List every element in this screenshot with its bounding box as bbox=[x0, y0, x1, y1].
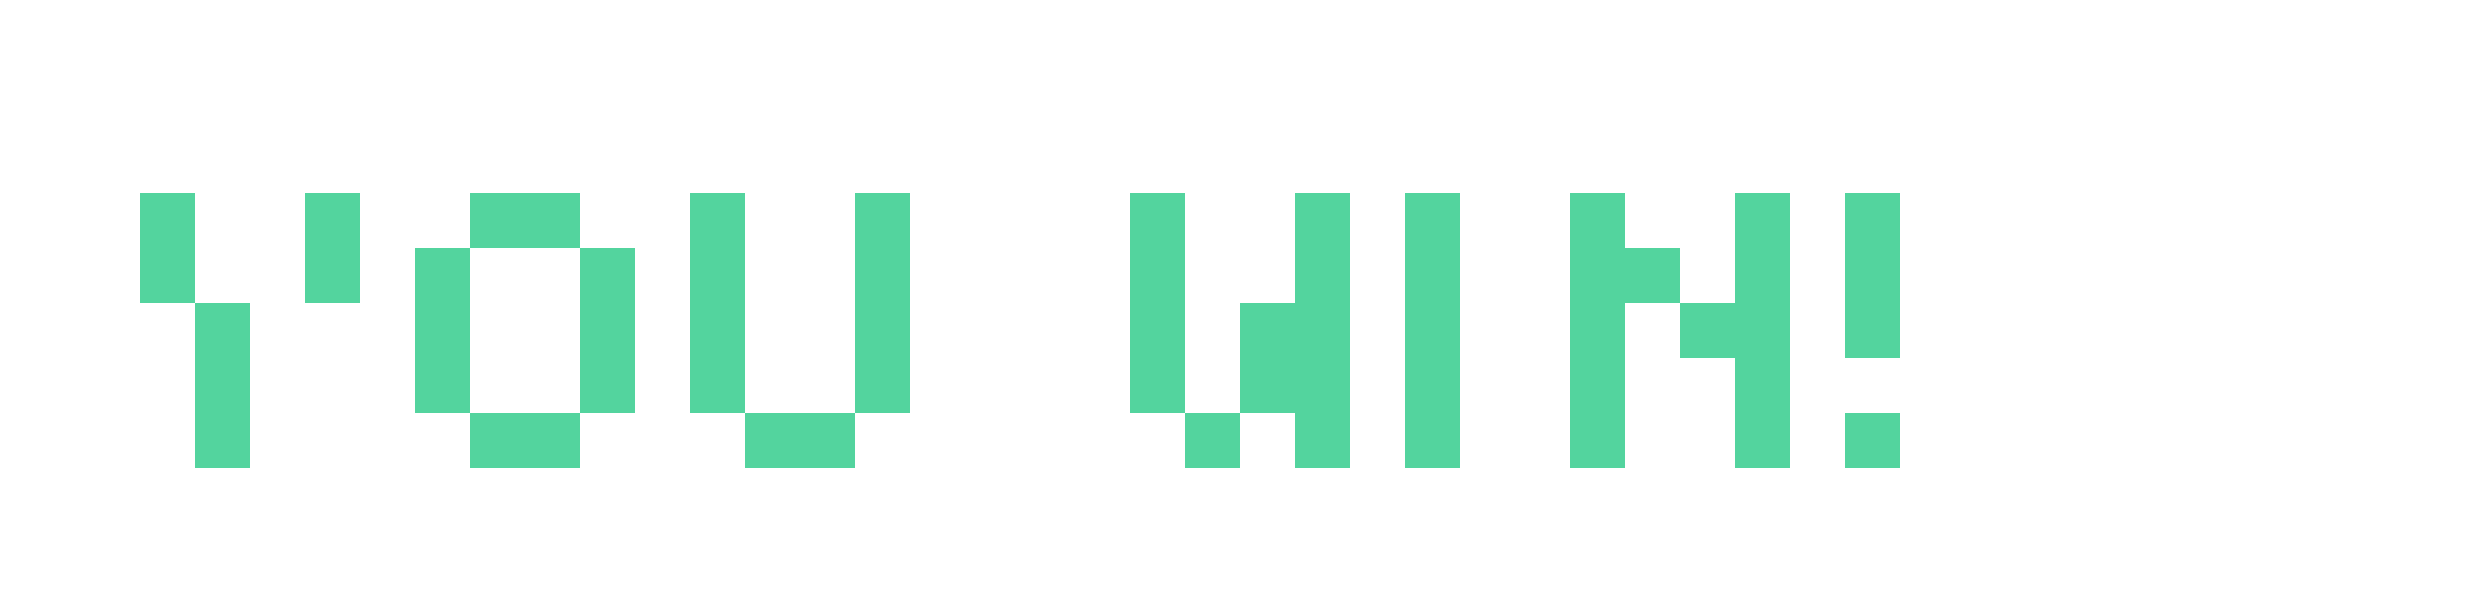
pixel-block bbox=[580, 303, 635, 358]
pixel-block bbox=[855, 248, 910, 303]
pixel-block bbox=[1130, 248, 1185, 303]
pixel-block bbox=[1845, 303, 1900, 358]
pixel-block bbox=[470, 413, 525, 468]
pixel-block bbox=[415, 358, 470, 413]
pixel-block bbox=[1625, 248, 1680, 303]
pixel-block bbox=[1570, 413, 1625, 468]
pixel-block bbox=[1405, 248, 1460, 303]
pixel-block bbox=[1405, 413, 1460, 468]
pixel-block bbox=[415, 248, 470, 303]
pixel-block bbox=[1570, 303, 1625, 358]
pixel-block bbox=[195, 413, 250, 468]
pixel-block bbox=[1845, 193, 1900, 248]
pixel-block bbox=[580, 358, 635, 413]
glyph-i bbox=[1405, 193, 1460, 468]
pixel-block bbox=[1845, 413, 1900, 468]
pixel-block bbox=[195, 303, 250, 358]
pixel-block bbox=[745, 413, 800, 468]
pixel-block bbox=[1185, 413, 1240, 468]
pixel-block bbox=[1735, 193, 1790, 248]
pixel-block bbox=[1295, 248, 1350, 303]
pixel-block bbox=[690, 358, 745, 413]
pixel-block bbox=[1735, 358, 1790, 413]
glyph-y bbox=[140, 193, 360, 468]
pixel-block bbox=[1735, 303, 1790, 358]
pixel-block bbox=[855, 303, 910, 358]
pixel-block bbox=[1405, 193, 1460, 248]
pixel-block bbox=[1295, 358, 1350, 413]
glyph-n bbox=[1570, 193, 1790, 468]
pixel-block bbox=[1130, 303, 1185, 358]
pixel-block bbox=[855, 358, 910, 413]
pixel-block bbox=[690, 193, 745, 248]
pixel-block bbox=[1295, 193, 1350, 248]
pixel-block bbox=[1680, 303, 1735, 358]
pixel-block bbox=[195, 358, 250, 413]
glyph-o bbox=[415, 193, 635, 468]
pixel-block bbox=[1570, 358, 1625, 413]
pixel-block bbox=[305, 193, 360, 248]
pixel-block bbox=[525, 413, 580, 468]
pixel-block bbox=[690, 248, 745, 303]
pixel-block bbox=[1295, 413, 1350, 468]
pixel-block bbox=[1845, 248, 1900, 303]
pixel-block bbox=[470, 193, 525, 248]
pixel-block bbox=[140, 193, 195, 248]
pixel-block bbox=[1570, 248, 1625, 303]
pixel-block bbox=[1240, 358, 1295, 413]
pixel-block bbox=[690, 303, 745, 358]
pixel-block bbox=[305, 248, 360, 303]
pixel-block bbox=[1130, 193, 1185, 248]
pixel-block bbox=[1570, 193, 1625, 248]
pixel-block bbox=[855, 193, 910, 248]
pixel-block bbox=[1130, 358, 1185, 413]
pixel-block bbox=[1735, 413, 1790, 468]
pixel-block bbox=[1295, 303, 1350, 358]
pixel-block bbox=[1240, 303, 1295, 358]
pixel-block bbox=[1405, 358, 1460, 413]
pixel-block bbox=[525, 193, 580, 248]
glyph-u bbox=[690, 193, 910, 468]
pixel-block bbox=[140, 248, 195, 303]
pixel-block bbox=[1735, 248, 1790, 303]
glyph-w bbox=[1130, 193, 1350, 468]
pixel-block bbox=[800, 413, 855, 468]
pixel-block bbox=[580, 248, 635, 303]
pixel-block bbox=[1405, 303, 1460, 358]
pixel-block bbox=[415, 303, 470, 358]
glyph-exclamation bbox=[1845, 193, 1900, 468]
